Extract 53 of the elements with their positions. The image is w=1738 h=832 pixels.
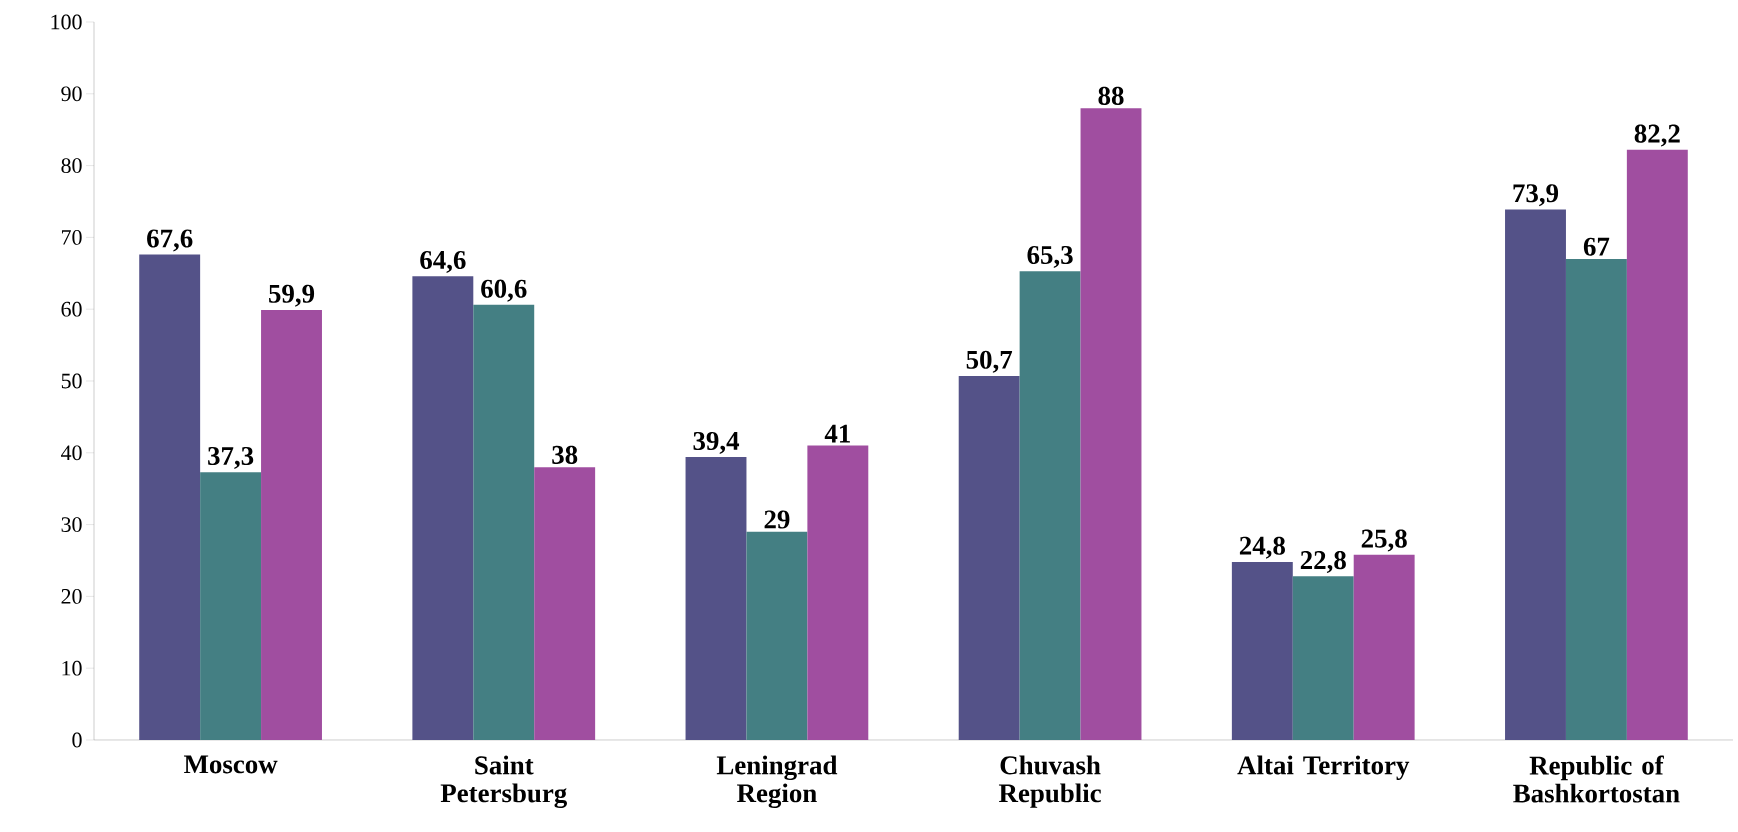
y-tick-label: 50 [61, 373, 82, 389]
data-label: 67 [1583, 237, 1610, 256]
x-tick-label: Saint Petersburg [440, 755, 567, 808]
y-tick-label: 80 [61, 158, 82, 173]
bar [261, 309, 322, 740]
x-tick-label: Moscow [183, 755, 278, 774]
y-tick-label: 100 [51, 14, 82, 30]
data-label: 60,6 [481, 279, 527, 302]
data-label: 82,2 [1634, 124, 1680, 147]
data-label: 73,9 [1513, 184, 1559, 207]
data-label: 39,4 [693, 431, 740, 454]
data-label: 64,6 [420, 250, 466, 273]
data-label: 65,3 [1027, 245, 1073, 268]
bar [139, 254, 201, 740]
y-tick-label: 70 [62, 229, 82, 245]
bar [685, 457, 747, 740]
bar [958, 375, 1020, 740]
data-label: 67,6 [147, 229, 193, 252]
x-tick-label: Altai Territory [1237, 755, 1410, 780]
y-tick-label: 30 [61, 517, 82, 532]
data-label: 59,9 [269, 284, 315, 307]
y-tick-label: 40 [61, 445, 82, 461]
data-label: 38 [552, 445, 578, 464]
y-tick-label: 20 [61, 588, 82, 604]
data-label: 24,8 [1239, 536, 1285, 559]
y-tick-label: 90 [61, 86, 82, 102]
data-label: 50,7 [966, 350, 1013, 373]
bar [1019, 271, 1081, 740]
x-tick-label: Leningrad Region [716, 755, 838, 808]
bar [1565, 258, 1627, 740]
data-label: 37,3 [208, 446, 254, 469]
y-tick-label: 0 [72, 732, 82, 748]
bar [1292, 576, 1354, 740]
data-label: 41 [824, 424, 850, 443]
x-tick-label: Republic of Bashkortostan [1513, 755, 1680, 803]
bar [200, 472, 262, 740]
bar [746, 531, 808, 740]
bar [1505, 209, 1566, 740]
bar [807, 445, 869, 740]
bar [1080, 108, 1142, 740]
bar [1626, 149, 1688, 740]
y-tick-label: 10 [62, 660, 82, 676]
bar [412, 276, 474, 740]
data-label: 88 [1098, 86, 1124, 105]
y-tick-label: 60 [61, 301, 82, 317]
bar [534, 467, 596, 740]
data-label: 25,8 [1361, 529, 1407, 552]
bar [1353, 554, 1415, 740]
x-tick-label: Chuvash Republic [998, 755, 1101, 808]
bar [1231, 561, 1293, 740]
data-label: 29 [764, 510, 790, 529]
data-label: 22,8 [1300, 551, 1346, 574]
bar [473, 304, 535, 740]
